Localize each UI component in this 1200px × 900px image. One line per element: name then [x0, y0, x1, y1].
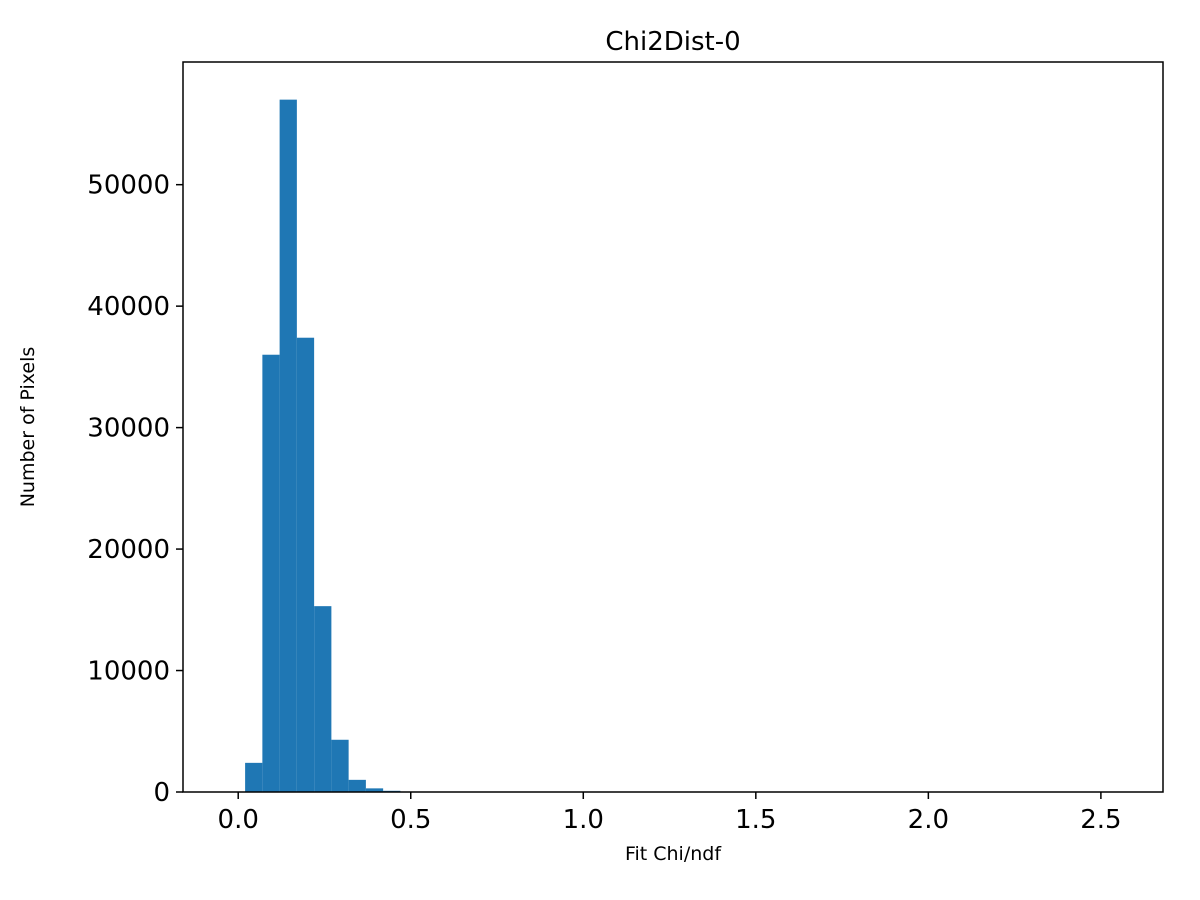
x-tick-label: 1.5	[735, 805, 776, 835]
histogram-bar	[314, 606, 332, 792]
histogram-bars	[245, 99, 401, 792]
chart-title: Chi2Dist-0	[605, 27, 740, 57]
y-tick-label: 20000	[87, 535, 170, 565]
y-axis-label: Number of Pixels	[17, 347, 39, 508]
x-tick-label: 2.5	[1080, 805, 1121, 835]
histogram-bar	[296, 337, 315, 792]
x-tick-label: 0.5	[390, 805, 431, 835]
histogram-bar	[245, 762, 263, 792]
histogram-bar	[262, 354, 280, 792]
histogram-bar	[279, 99, 297, 792]
y-tick-label: 30000	[87, 414, 170, 444]
y-tick-label: 10000	[87, 657, 170, 687]
y-axis-ticks: 0 10000 20000 30000 40000 50000	[87, 171, 183, 808]
x-axis-label: Fit Chi/ndf	[625, 843, 722, 865]
x-tick-label: 0.0	[218, 805, 259, 835]
histogram-bar	[365, 788, 384, 792]
histogram-bar	[331, 739, 349, 792]
x-axis-ticks: 0.0 0.5 1.0 1.5 2.0 2.5	[218, 792, 1122, 835]
y-tick-label: 50000	[87, 171, 170, 201]
x-tick-label: 2.0	[908, 805, 949, 835]
x-tick-label: 1.0	[563, 805, 604, 835]
histogram-bar	[348, 779, 366, 792]
y-tick-label: 0	[153, 778, 170, 808]
y-tick-label: 40000	[87, 292, 170, 322]
